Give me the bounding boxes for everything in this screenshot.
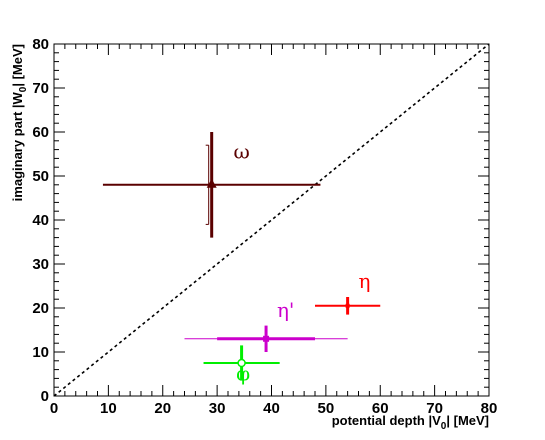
y-tick-label: 20 <box>32 300 49 317</box>
data-point: η' <box>184 298 348 352</box>
point-label: φ <box>236 362 250 386</box>
y-axis-ticks: 0 10 20 30 40 50 60 70 80 <box>32 36 489 405</box>
x-tick-label: 60 <box>372 400 389 417</box>
point-label: ω <box>233 139 249 163</box>
data-point: φ <box>203 345 280 386</box>
x-tick-label: 70 <box>426 400 443 417</box>
point-label: η' <box>277 298 294 322</box>
diagonal-dashed-line <box>53 43 490 397</box>
square-marker <box>263 335 270 342</box>
y-tick-label: 0 <box>41 388 49 405</box>
x-tick-label: 80 <box>481 400 498 417</box>
y-tick-label: 60 <box>32 124 49 141</box>
triangle-marker <box>206 178 217 188</box>
x-tick-label: 0 <box>50 400 58 417</box>
reference-diagonal-line <box>53 43 490 397</box>
x-axis-title: potential depth |V0| [MeV] <box>332 413 489 432</box>
x-axis-ticks: 0 10 20 30 40 50 60 70 80 <box>50 44 498 417</box>
y-tick-label: 10 <box>32 344 49 361</box>
cross-marker <box>345 303 350 308</box>
x-tick-label: 10 <box>100 400 117 417</box>
point-label: η <box>359 269 371 293</box>
x-tick-label: 30 <box>209 400 226 417</box>
y-tick-label: 40 <box>32 212 49 229</box>
y-tick-label: 50 <box>32 168 49 185</box>
y-tick-label: 30 <box>32 256 49 273</box>
y-tick-label: 70 <box>32 80 49 97</box>
data-point: ω <box>102 132 321 238</box>
x-tick-label: 20 <box>154 400 171 417</box>
y-tick-label: 80 <box>32 36 49 53</box>
data-point: η <box>315 269 381 315</box>
x-tick-label: 40 <box>263 400 280 417</box>
circle-marker <box>237 358 246 368</box>
data-points: ω η η' φ <box>102 132 381 386</box>
y-axis-title: imaginary part |W0| [MeV] <box>10 44 29 201</box>
x-tick-label: 50 <box>318 400 335 417</box>
